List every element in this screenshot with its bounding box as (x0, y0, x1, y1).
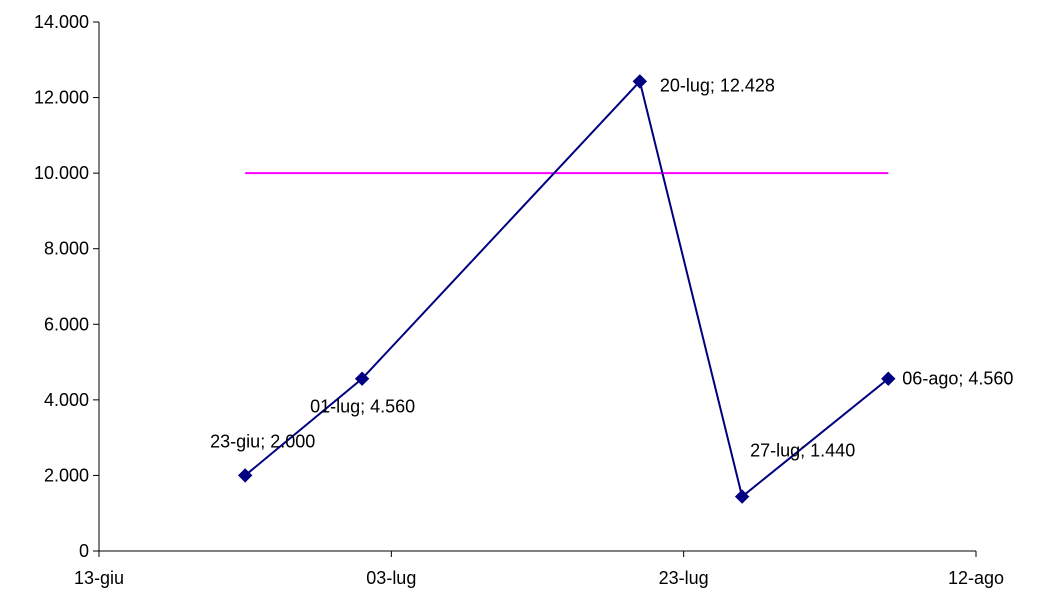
x-tick-label: 23-lug (659, 568, 709, 588)
y-tick-label: 6.000 (44, 314, 89, 334)
data-point-marker (734, 489, 750, 504)
y-tick-label: 2.000 (44, 465, 89, 485)
y-tick-label: 12.000 (34, 88, 89, 108)
y-tick-label: 8.000 (44, 239, 89, 259)
data-point-marker (354, 371, 370, 386)
y-tick-label: 10.000 (34, 163, 89, 183)
data-point-marker (632, 74, 648, 89)
series-line (244, 79, 889, 499)
data-label: 01-lug; 4.560 (310, 397, 415, 417)
x-tick-label: 13-giu (74, 568, 124, 588)
data-label: 06-ago; 4.560 (902, 369, 1013, 389)
x-tick-label: 12-ago (948, 568, 1004, 588)
data-labels: 23-giu; 2.000 01-lug; 4.560 20-lug; 12.428… (210, 75, 1013, 460)
y-axis-ticks: 0 2.000 4.000 6.000 8.000 10.000 12.000 14.000 (34, 12, 99, 561)
data-label: 27-lug; 1.440 (750, 441, 855, 461)
y-tick-label: 14.000 (34, 12, 89, 32)
x-axis-ticks: 13-giu 03-lug 23-lug 12-ago (74, 551, 1004, 588)
data-label: 20-lug; 12.428 (660, 75, 775, 95)
y-tick-label: 4.000 (44, 390, 89, 410)
data-point-marker (237, 468, 253, 483)
data-point-marker (881, 371, 896, 386)
series-layer (237, 74, 896, 504)
data-label: 23-giu; 2.000 (210, 431, 315, 451)
x-tick-label: 03-lug (366, 568, 416, 588)
y-tick-label: 0 (79, 541, 89, 561)
